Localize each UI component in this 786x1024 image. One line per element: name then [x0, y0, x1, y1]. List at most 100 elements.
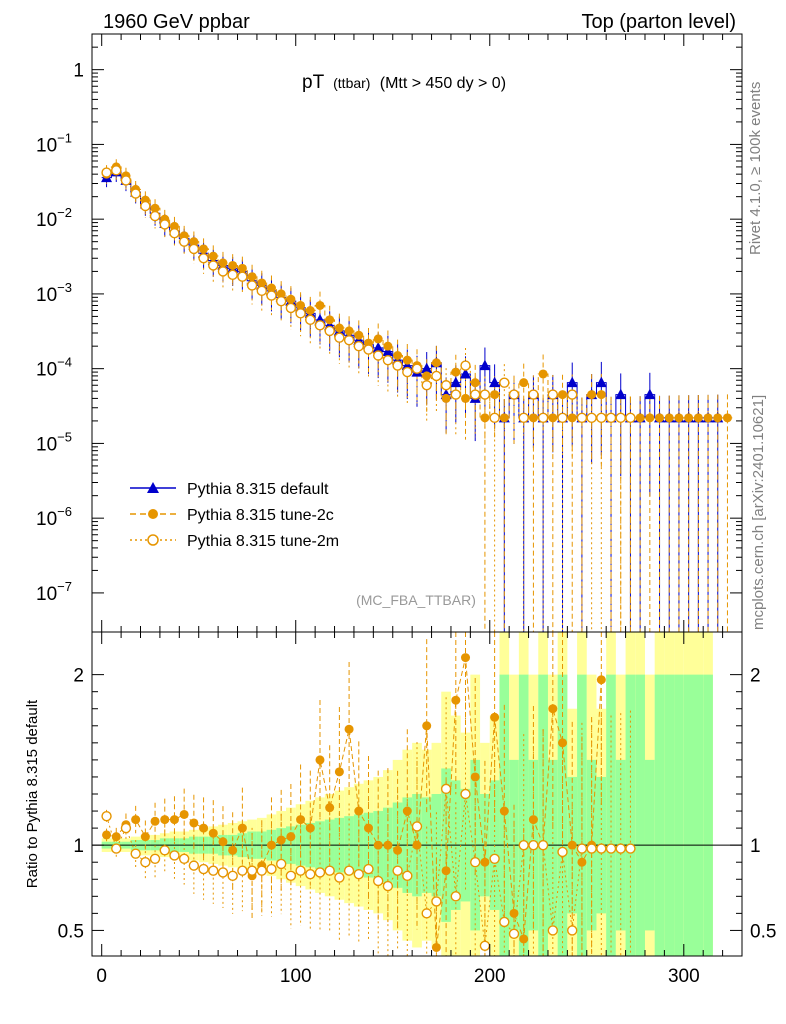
main-y-tick-label: 10−5	[36, 429, 72, 455]
x-tick-label: 0	[96, 966, 107, 987]
main-data-point	[218, 258, 228, 268]
ratio-data-point	[101, 810, 112, 822]
main-data-point	[548, 413, 558, 423]
legend-marker-tune2m	[147, 534, 159, 546]
ratio-data-point	[586, 843, 597, 854]
ratio-data-point	[577, 857, 587, 867]
main-data-point	[519, 378, 529, 388]
main-data-point	[480, 413, 490, 423]
main-y-tick-label: 10−1	[36, 130, 72, 156]
ratio-inner-band	[674, 674, 684, 956]
legend-marker-tune2c	[148, 509, 158, 519]
ratio-data-point	[489, 853, 500, 864]
ratio-data-point	[246, 865, 258, 876]
ratio-data-point	[431, 942, 441, 952]
x-tick-label: 200	[474, 966, 506, 987]
main-data-point	[421, 380, 432, 391]
main-data-point	[489, 376, 501, 388]
x-axis: 0 100 200 300	[96, 632, 724, 987]
main-data-point	[373, 334, 383, 344]
ratio-y-tick-label-right: 0.5	[750, 921, 776, 942]
main-data-point	[615, 388, 627, 400]
ratio-data-point	[615, 843, 626, 854]
main-data-point	[208, 251, 218, 261]
main-data-point	[296, 300, 306, 310]
main-data-point	[489, 412, 500, 424]
ratio-data-point	[576, 843, 588, 854]
legend-entry-tune2m: Pythia 8.315 tune-2m	[130, 533, 339, 550]
ratio-data-point	[178, 853, 190, 864]
main-data-point	[372, 350, 384, 361]
main-y-tick-exp: −6	[57, 504, 72, 519]
legend-label-default: Pythia 8.315 default	[187, 481, 329, 498]
main-data-point	[402, 355, 412, 365]
main-data-point	[393, 351, 403, 361]
main-data-point	[411, 363, 423, 374]
ratio-data-point	[470, 857, 481, 868]
legend-entry-default: Pythia 8.315 default	[130, 481, 329, 498]
main-data-point	[169, 227, 180, 239]
main-data-point	[305, 314, 316, 326]
main-data-point	[382, 345, 394, 356]
main-data-point	[149, 210, 161, 222]
main-data-point	[625, 412, 636, 424]
ratio-data-point	[217, 867, 229, 878]
main-data-point	[576, 412, 588, 424]
main-data-point	[460, 367, 472, 379]
ratio-data-point	[353, 868, 364, 880]
main-data-point	[120, 175, 132, 186]
ratio-data-point	[450, 891, 462, 902]
main-data-point	[286, 294, 296, 304]
ratio-data-point	[325, 803, 335, 813]
mcplots-side-label: mcplots.cern.ch [arXiv:2401.10621]	[750, 395, 767, 630]
main-data-point	[635, 413, 645, 423]
ratio-data-point	[150, 816, 160, 826]
main-y-tick-label: 10−2	[36, 205, 72, 231]
legend-entry-tune2c: Pythia 8.315 tune-2c	[130, 507, 334, 524]
main-y-tick-label: 10−6	[36, 504, 72, 530]
ratio-data-point	[140, 857, 151, 868]
ratio-data-point	[111, 832, 121, 842]
ratio-data-point	[480, 857, 490, 867]
main-data-point	[703, 413, 713, 423]
ratio-data-point	[421, 908, 432, 919]
main-data-point	[518, 412, 529, 424]
main-data-point	[354, 330, 364, 340]
ratio-y-axis: 0.5 0.5 1 1 2 2	[58, 666, 777, 943]
ratio-data-point	[237, 823, 247, 833]
ratio-data-point	[343, 865, 355, 876]
main-data-point	[596, 412, 607, 424]
ratio-data-point	[305, 823, 315, 833]
ratio-data-point	[295, 865, 306, 876]
ratio-data-point	[528, 839, 539, 851]
main-y-tick-base: 10	[36, 210, 57, 231]
ratio-data-point	[111, 843, 122, 854]
ratio-data-point	[334, 872, 345, 883]
main-data-point	[246, 280, 258, 291]
main-data-point	[130, 188, 141, 199]
ratio-data-point	[179, 809, 189, 819]
main-data-point	[315, 300, 325, 310]
plot-title-main: pT	[302, 72, 325, 93]
main-data-point	[256, 285, 267, 297]
main-data-point	[470, 378, 480, 388]
main-y-tick-label: 10−4	[36, 355, 72, 381]
ratio-data-point	[596, 675, 606, 685]
ratio-data-point	[286, 832, 296, 842]
main-data-point	[538, 369, 548, 379]
main-data-point	[684, 413, 694, 423]
ratio-data-point	[296, 815, 306, 825]
main-y-axis: 110−110−210−310−410−510−610−7	[36, 33, 742, 605]
plot-title-cut: (Mtt > 450 dy > 0)	[380, 75, 506, 92]
main-data-point	[567, 413, 577, 423]
ratio-data-point	[547, 925, 559, 936]
ratio-data-point	[479, 940, 491, 951]
plot-title-sub: (ttbar)	[333, 75, 370, 91]
main-data-point	[208, 260, 219, 271]
main-data-point	[159, 219, 170, 230]
main-data-point	[344, 326, 354, 336]
main-data-point	[440, 380, 452, 391]
main-data-point	[470, 389, 481, 400]
main-data-point	[372, 341, 384, 353]
ratio-data-point	[441, 866, 451, 876]
